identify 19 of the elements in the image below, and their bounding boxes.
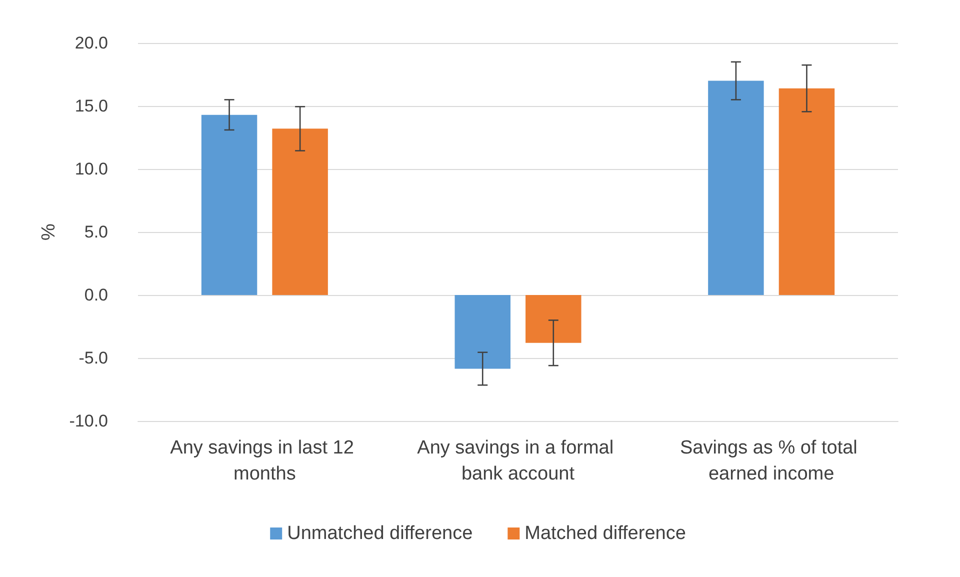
x-tick-label: Any savings in last 12 months — [170, 438, 360, 484]
bar — [201, 114, 258, 295]
bar — [454, 295, 510, 369]
y-tick-label: 20.0 — [74, 34, 108, 52]
bar — [272, 128, 328, 295]
y-tick-label: -5.0 — [78, 348, 108, 368]
y-tick-label: 10.0 — [74, 160, 108, 178]
legend-label: Matched difference — [524, 523, 686, 544]
bar — [526, 295, 582, 343]
x-tick-label: Any savings in a formal bank account — [417, 438, 619, 484]
bar — [778, 88, 835, 295]
y-tick-label: 5.0 — [84, 222, 108, 242]
bar — [708, 80, 764, 295]
x-tick-label: Savings as % of total earned income — [680, 438, 863, 484]
legend-label: Unmatched difference — [287, 523, 473, 544]
y-tick-label: -10.0 — [69, 412, 108, 430]
y-tick-label: 0.0 — [84, 286, 108, 304]
y-tick-label: 15.0 — [74, 96, 108, 116]
y-axis-title: % — [38, 223, 60, 240]
